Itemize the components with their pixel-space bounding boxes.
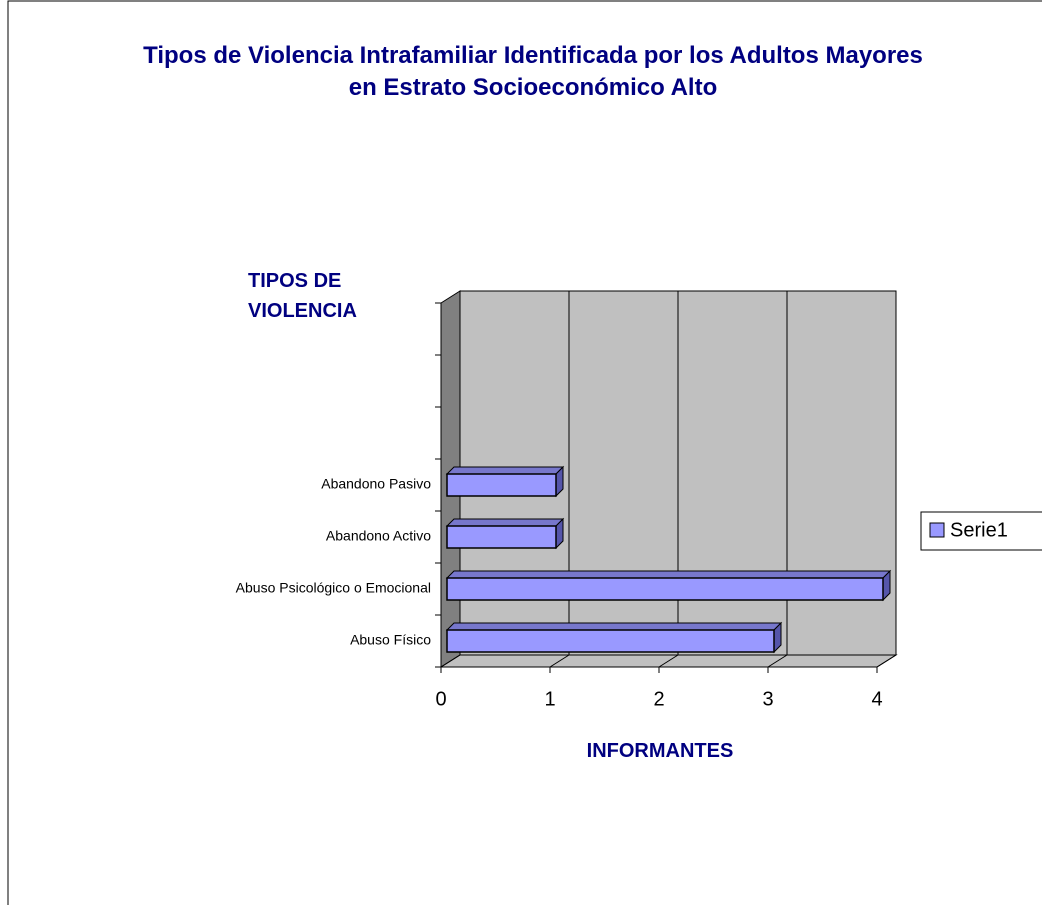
legend-label: Serie1 <box>950 519 1008 541</box>
bar <box>446 577 884 601</box>
bar <box>446 629 775 653</box>
x-tick-label: 0 <box>435 688 446 710</box>
grid-line <box>658 654 679 668</box>
grid-line <box>549 654 570 668</box>
grid-line <box>767 654 788 668</box>
x-axis-title: INFORMANTES <box>586 740 734 762</box>
grid-line <box>440 654 461 668</box>
chart-title: Tipos de Violencia Intrafamiliar Identif… <box>143 42 923 101</box>
bar <box>446 525 557 549</box>
x-tick-label: 3 <box>762 688 773 710</box>
bar <box>446 473 557 497</box>
y-axis-title: TIPOS DE VIOLENCIA <box>248 270 357 322</box>
x-tick-label: 1 <box>544 688 555 710</box>
y-tick-label: Abuso Psicológico o Emocional <box>236 580 431 596</box>
y-tick-label: Abuso Físico <box>350 632 431 648</box>
y-tick-label: Abandono Activo <box>326 528 431 544</box>
legend-swatch <box>929 522 945 538</box>
x-tick-label: 2 <box>653 688 664 710</box>
x-tick-label: 4 <box>871 688 882 710</box>
bar-top <box>445 518 565 527</box>
bar-top <box>445 622 783 631</box>
grid-line <box>876 654 897 668</box>
y-tick-label: Abandono Pasivo <box>321 476 431 492</box>
bar-top <box>445 466 565 475</box>
bar-top <box>445 570 892 579</box>
